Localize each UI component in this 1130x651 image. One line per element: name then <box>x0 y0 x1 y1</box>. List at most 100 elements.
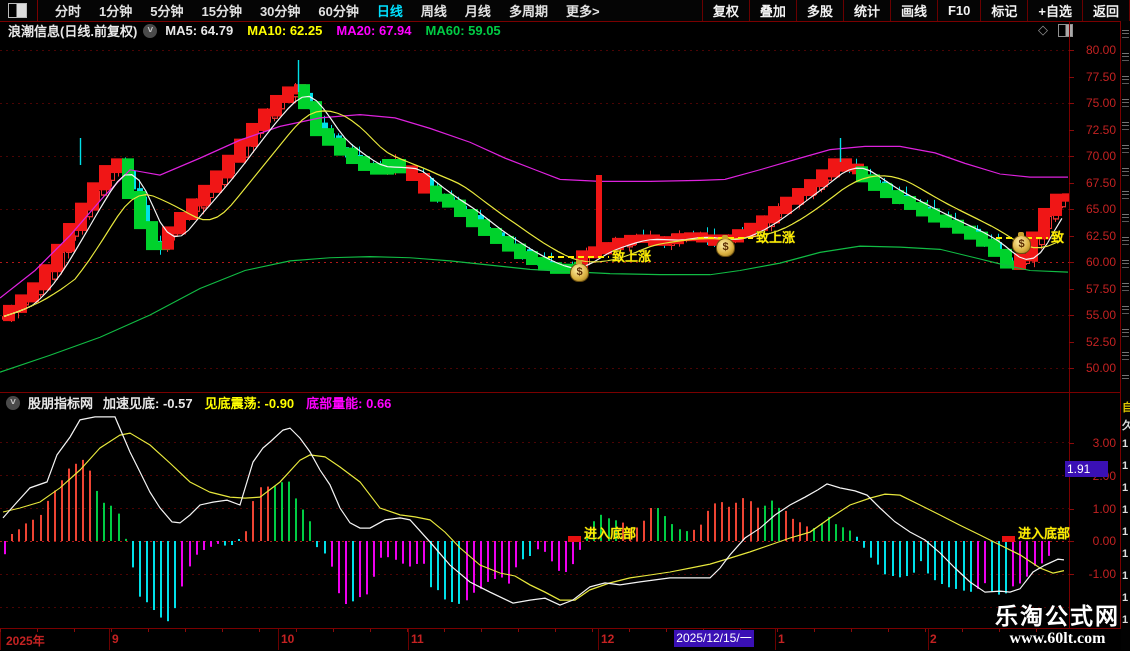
chart-title-row: 浪潮信息(日线.前复权) ˅ MA5: 64.79 MA10: 62.25 MA20… <box>0 21 1069 40</box>
tab-period-1[interactable]: 1分钟 <box>99 4 133 19</box>
toolbar-button-3[interactable]: 统计 <box>842 0 890 21</box>
tab-period-7[interactable]: 周线 <box>420 4 447 19</box>
tab-period-2[interactable]: 5分钟 <box>150 4 184 19</box>
indicator-values: 加速见底: -0.57 见底震荡: -0.90 底部量能: 0.66 <box>103 393 403 412</box>
chart-corner-icons: ◇ <box>1038 22 1098 38</box>
indicator-value-2: 底部量能: 0.66 <box>306 396 392 411</box>
right-strip-border-line <box>1120 21 1121 650</box>
tab-period-3[interactable]: 15分钟 <box>201 4 242 19</box>
time-axis-tick <box>111 629 112 632</box>
time-axis-label-0[interactable]: 2025年 <box>6 634 45 648</box>
tab-period-9[interactable]: 多周期 <box>508 4 548 19</box>
toolbar-button-0[interactable]: 复权 <box>701 0 749 21</box>
money-bag-icon-2: $ <box>1012 232 1031 254</box>
window-split-icon[interactable] <box>8 3 27 18</box>
chevron-down-icon[interactable]: ˅ <box>6 395 20 410</box>
bottom-entry-marker-1 <box>1002 536 1015 542</box>
watermark-url: www.60lt.com <box>1009 630 1106 647</box>
time-axis-label-5[interactable]: 1 <box>778 632 785 646</box>
price-axis-label-4: 70.00 <box>1085 149 1116 163</box>
time-axis-tick <box>592 629 593 632</box>
time-axis-tick <box>962 629 963 632</box>
time-axis-border <box>278 629 279 650</box>
time-axis-label-2[interactable]: 10 <box>281 632 295 646</box>
toolbar-button-2[interactable]: 多股 <box>795 0 843 21</box>
toolbar-button-7[interactable]: +自选 <box>1027 0 1082 21</box>
tab-period-4[interactable]: 30分钟 <box>259 4 301 19</box>
clipped-panel-digit-5: 1 <box>1122 548 1129 560</box>
price-axis-label-12: 50.00 <box>1085 361 1116 375</box>
clipped-panel-digit-3: 1 <box>1122 504 1129 516</box>
tab-period-0[interactable]: 分时 <box>55 4 82 19</box>
crosshair-value-badge: 1.91 <box>1065 461 1108 477</box>
price-axis-label-11: 52.50 <box>1085 334 1116 349</box>
stock-title: 浪潮信息(日线.前复权) <box>8 24 138 39</box>
indicator-axis-label-3: 0.00 <box>1092 534 1116 548</box>
time-axis-tick <box>444 629 445 632</box>
price-axis-tick <box>1069 288 1074 290</box>
indicator-axis-tick <box>1069 574 1074 575</box>
watermark: 乐淘公式网 www.60lt.com <box>985 603 1130 648</box>
tab-period-5[interactable]: 60分钟 <box>318 4 359 19</box>
indicator-panel-name: 股朋指标网 <box>28 396 94 411</box>
clipped-vertical-text <box>1122 30 1129 380</box>
price-axis-tick <box>1069 103 1074 104</box>
indicator-axis-tick <box>1069 509 1074 510</box>
time-axis-label-4[interactable]: 12 <box>601 632 615 646</box>
bottom-entry-label-0: 进入底部 <box>584 526 637 541</box>
ma-legend: MA5: 64.79 MA10: 62.25 MA20: 67.94 MA60: 59… <box>165 23 514 38</box>
main-chart-canvas[interactable] <box>0 40 1069 393</box>
time-axis-border <box>598 629 599 650</box>
indicator-chart-canvas[interactable] <box>0 412 1069 628</box>
indicator-value-0: 加速见底: -0.57 <box>103 396 193 411</box>
panel-split-icon[interactable] <box>1058 23 1073 37</box>
time-axis-tick <box>777 629 778 632</box>
signal-label-2: 致 <box>1051 230 1065 245</box>
time-axis-tick <box>0 629 1 632</box>
time-axis-tick <box>666 629 667 632</box>
tab-period-6[interactable]: 日线 <box>376 4 403 19</box>
ma-value-0: MA5: 64.79 <box>165 23 234 38</box>
toolbar-button-4[interactable]: 画线 <box>889 0 937 21</box>
price-axis-label-0: 80.00 <box>1085 43 1116 57</box>
time-axis-tick <box>370 629 371 632</box>
time-axis-tick <box>148 629 149 632</box>
time-axis-tick <box>37 629 38 632</box>
diamond-icon[interactable]: ◇ <box>1038 22 1048 37</box>
toolbar-button-5[interactable]: F10 <box>936 0 980 21</box>
axis-border-line <box>1069 21 1070 628</box>
time-axis-label-6[interactable]: 2 <box>930 632 937 646</box>
time-axis-tick <box>185 629 186 632</box>
price-axis-label-8: 60.00 <box>1085 255 1116 269</box>
clipped-panel-digit-2: 1 <box>1122 482 1129 494</box>
clipped-panel-digit-4: 1 <box>1122 526 1129 538</box>
chevron-down-icon[interactable]: ˅ <box>143 23 158 38</box>
price-axis-tick <box>1069 156 1074 157</box>
period-tab-bar: 分时 1分钟 5分钟 15分钟 30分钟 60分钟 日线 周线 月线 多周期 更多> <box>46 1 609 20</box>
clipped-panel-digit-1: 1 <box>1122 460 1129 472</box>
time-axis-border <box>775 629 776 650</box>
tab-period-8[interactable]: 月线 <box>464 4 491 19</box>
time-axis-tick <box>851 629 852 632</box>
indicator-axis-label-0: 3.00 <box>1092 436 1116 450</box>
toolbar-button-6[interactable]: 标记 <box>980 0 1027 21</box>
time-axis-tick <box>999 629 1000 632</box>
price-axis-tick <box>1069 209 1074 210</box>
clipped-panel-item-0: 自 <box>1122 402 1130 414</box>
time-axis-tick <box>74 629 75 632</box>
indicator-axis-tick <box>1069 541 1074 542</box>
tab-period-10[interactable]: 更多> <box>565 4 600 19</box>
toolbar-button-8[interactable]: 返回 <box>1081 0 1130 21</box>
signal-label-0: 致上涨 <box>612 249 652 264</box>
time-axis-border <box>0 629 1 650</box>
time-axis-tick <box>296 629 297 632</box>
time-axis-label-3[interactable]: 11 <box>411 632 424 646</box>
time-axis-tick <box>814 629 815 632</box>
toolbar-button-1[interactable]: 叠加 <box>748 0 796 21</box>
price-axis-label-1: 77.50 <box>1085 69 1116 84</box>
time-axis-tick <box>555 629 556 632</box>
crosshair-date-badge: 2025/12/15/一 <box>674 630 754 647</box>
top-toolbar: 分时 1分钟 5分钟 15分钟 30分钟 60分钟 日线 周线 月线 多周期 更多> 复权 叠加 多股统… <box>0 0 1130 22</box>
time-axis-label-1[interactable]: 9 <box>112 632 119 646</box>
price-axis-tick <box>1069 235 1074 237</box>
